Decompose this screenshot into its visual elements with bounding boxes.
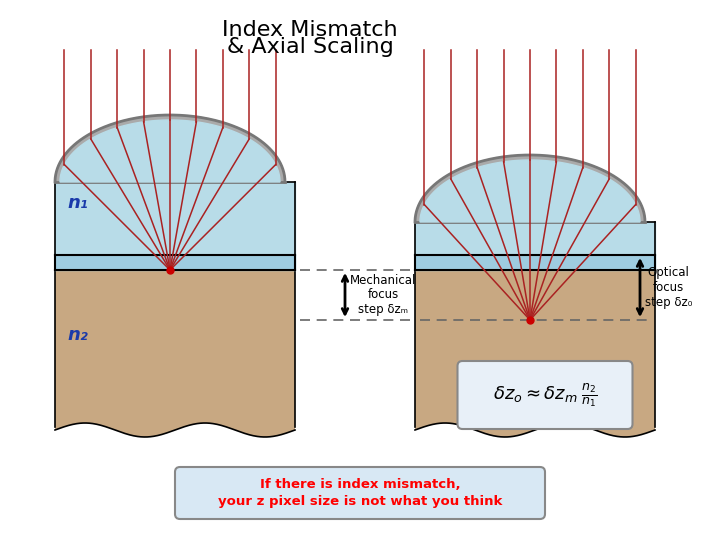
Text: Mechanical
focus
step δzₘ: Mechanical focus step δzₘ [350,273,416,316]
Text: If there is index mismatch,: If there is index mismatch, [260,478,460,491]
Text: Optical
focus
step δz₀: Optical focus step δz₀ [645,266,693,309]
Text: Index Mismatch: Index Mismatch [222,20,398,40]
FancyBboxPatch shape [175,467,545,519]
Polygon shape [60,120,280,182]
Text: $\delta z_o \approx \delta z_m \; \frac{n_2}{n_1}$: $\delta z_o \approx \delta z_m \; \frac{… [492,381,598,409]
Text: your z pixel size is not what you think: your z pixel size is not what you think [218,496,502,509]
Text: & Axial Scaling: & Axial Scaling [227,37,393,57]
Polygon shape [415,270,655,437]
Polygon shape [55,270,295,437]
Text: n₂: n₂ [67,326,88,344]
Polygon shape [420,160,640,222]
Polygon shape [415,155,645,222]
Text: n₁: n₁ [67,194,88,213]
FancyBboxPatch shape [457,361,632,429]
Polygon shape [55,115,285,182]
